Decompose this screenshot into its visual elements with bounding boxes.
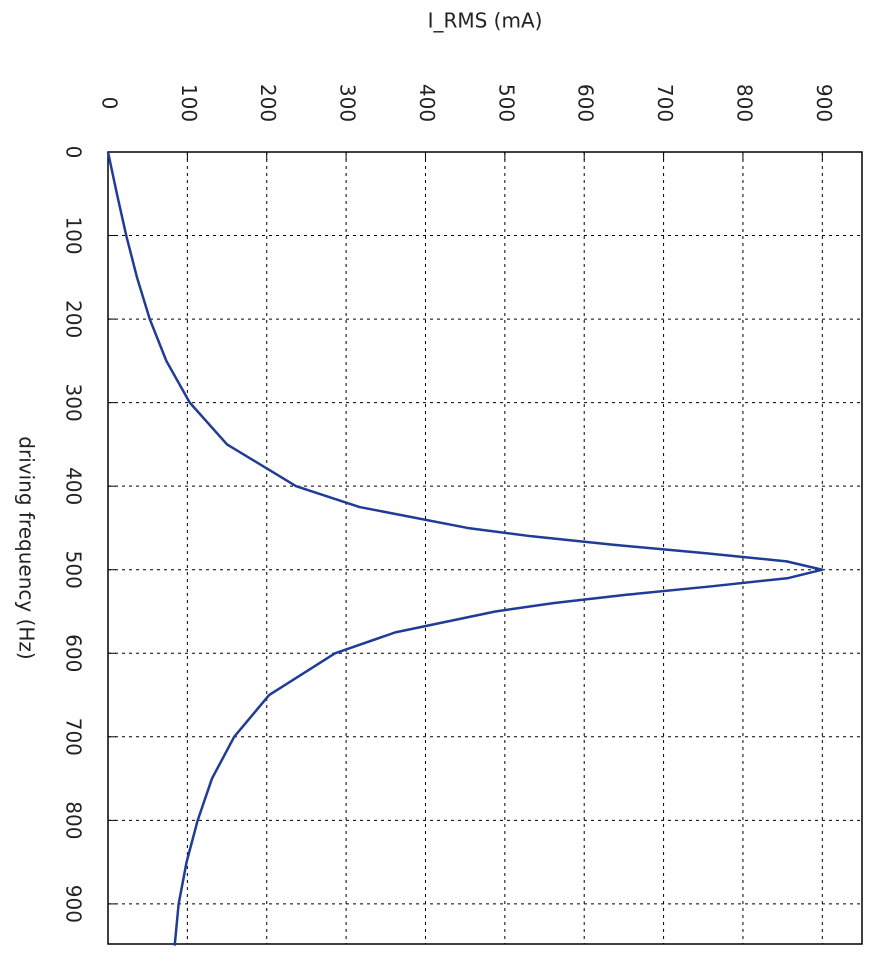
y-tick-label: 300 <box>336 84 360 122</box>
x-tick-label: 300 <box>62 384 86 422</box>
data-line <box>106 151 824 946</box>
x-tick-label: 700 <box>62 718 86 756</box>
x-tick-label: 500 <box>62 551 86 589</box>
y-tick-label: 200 <box>256 84 280 122</box>
x-tick-label: 900 <box>62 885 86 923</box>
x-axis-label: driving frequency (Hz) <box>15 436 39 659</box>
y-tick-label: 0 <box>98 97 122 110</box>
x-tick-label: 600 <box>62 634 86 672</box>
plot-frame <box>107 151 863 945</box>
x-tick-label: 100 <box>62 216 86 254</box>
y-tick-label: 600 <box>574 84 598 122</box>
y-tick-label: 100 <box>177 84 201 122</box>
y-tick-label: 800 <box>732 84 756 122</box>
y-tick-label: 400 <box>415 84 439 122</box>
y-tick-label: 900 <box>812 84 836 122</box>
x-tick-label: 200 <box>62 300 86 338</box>
x-tick-label: 400 <box>62 467 86 505</box>
y-axis-label: I_RMS (mA) <box>428 9 543 33</box>
y-tick-label: 700 <box>653 84 677 122</box>
y-tick-label: 500 <box>494 84 518 122</box>
x-tick-label: 0 <box>62 146 86 159</box>
x-tick-label: 800 <box>62 801 86 839</box>
